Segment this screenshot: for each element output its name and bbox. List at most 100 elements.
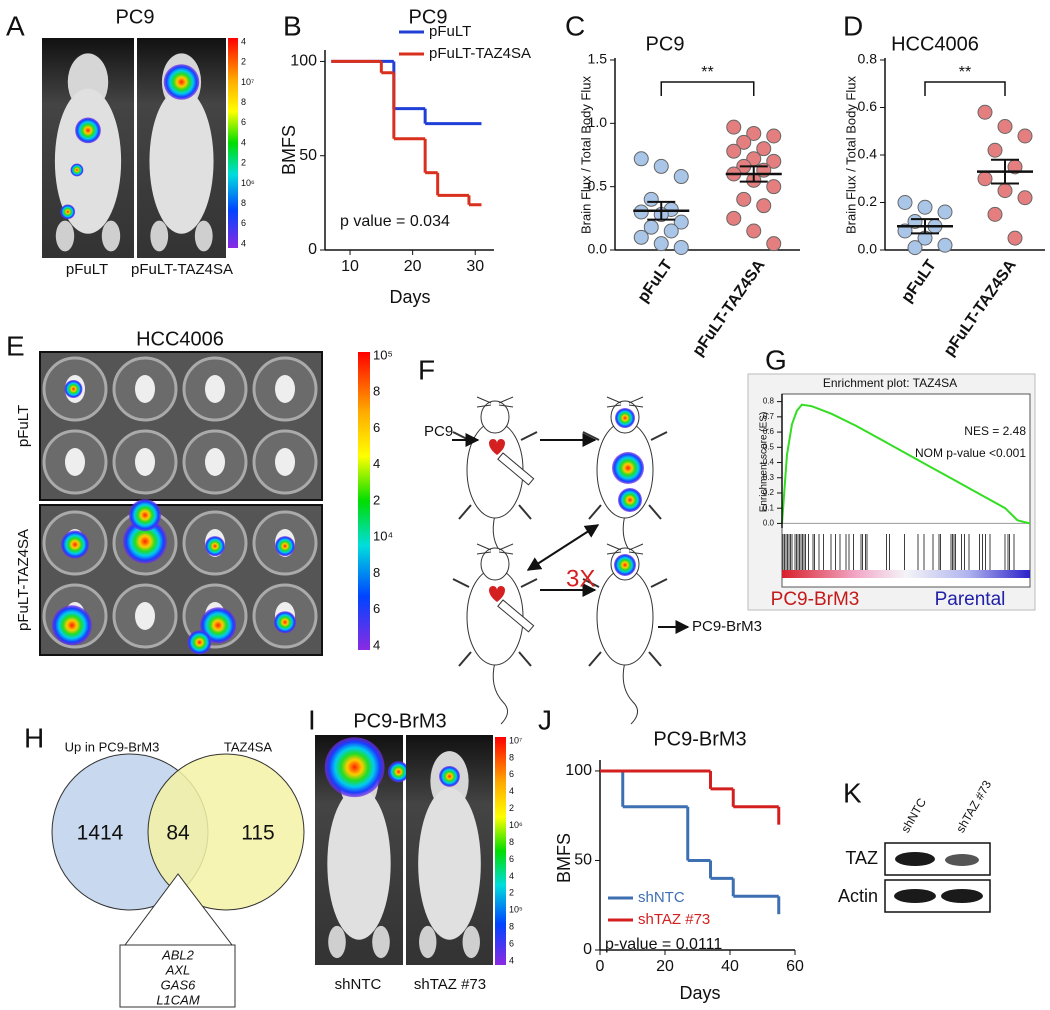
x-tick-label: 0 (596, 958, 605, 975)
signal (129, 499, 161, 532)
panel-letter: H (24, 722, 44, 753)
panel-letter: J (538, 704, 552, 735)
y-tick-label: 0 (308, 241, 317, 258)
colorbar-label: 10⁵ (373, 347, 393, 362)
image-label: shNTC (335, 976, 382, 993)
colorbar-label: 2 (241, 158, 246, 168)
legend-label: pFuLT (429, 23, 471, 40)
mouse-body (149, 88, 214, 234)
gene: ABL2 (161, 947, 195, 962)
colorbar-label: 6 (509, 938, 514, 948)
y-tick-label: 0.6 (763, 427, 775, 436)
x-tick-label: pFuLT-TAZ4SA (941, 257, 1020, 360)
signal (64, 380, 83, 398)
band (894, 889, 936, 903)
row-label: pFuLT-TAZ4SA (15, 529, 32, 631)
gene: GAS6 (161, 977, 196, 992)
colorbar-label: 4 (373, 637, 380, 652)
brain (275, 448, 295, 476)
signal (200, 607, 237, 644)
y-axis-label: Brain Flux / Total Body Flux (578, 76, 593, 234)
colorbar-label: 4 (241, 36, 246, 46)
x-tick-label: pFuLT (635, 257, 676, 306)
phenotype-label: Parental (935, 589, 1006, 610)
set-count: 1414 (77, 822, 124, 845)
colorbar-label: 4 (509, 786, 514, 796)
signal (187, 630, 212, 655)
y-tick-label: 0.4 (858, 146, 878, 162)
set-count: 115 (241, 822, 274, 845)
band (895, 852, 935, 866)
data-point (726, 210, 742, 226)
colorbar (228, 38, 238, 248)
data-point (766, 236, 782, 252)
panel-letter: B (283, 10, 302, 41)
colorbar-label: 6 (241, 218, 246, 228)
data-point (997, 119, 1013, 134)
band (945, 854, 979, 866)
colorbar-label: 10⁵ (509, 905, 523, 915)
image-label: shTAZ #73 (414, 976, 486, 993)
mouse-limbs (452, 578, 538, 667)
y-tick-label: 0.0 (588, 241, 608, 257)
row-label: pFuLT (15, 405, 32, 447)
y-tick-label: 100 (565, 762, 592, 779)
phenotype-gradient (782, 570, 1030, 578)
gene-box (119, 944, 236, 1008)
data-point (987, 142, 1003, 158)
data-point (756, 198, 772, 214)
image-label: pFuLT (66, 261, 108, 278)
mouse-leg (194, 220, 213, 252)
signal (324, 737, 385, 798)
colorbar-label: 6 (373, 420, 380, 435)
annotation: p-value = 0.0111 (605, 936, 722, 953)
data-point (1017, 128, 1033, 144)
y-tick-label: 0.8 (858, 51, 878, 67)
mouse-body (596, 568, 654, 666)
data-point (766, 153, 782, 169)
y-tick-label: 1.0 (588, 114, 608, 130)
mouse-leg (328, 925, 346, 959)
x-axis-label: Days (389, 287, 430, 307)
significance-bracket (924, 81, 1006, 96)
brain (205, 448, 225, 476)
gene: L1CAM (156, 992, 200, 1007)
annotation: NES = 2.48 (964, 424, 1026, 438)
y-tick-label: 50 (299, 147, 317, 164)
signal (615, 408, 635, 428)
phenotype-label: PC9-BrM3 (771, 589, 860, 610)
y-axis-label: BMFS (279, 125, 299, 175)
x-axis-label: Days (679, 983, 720, 1003)
mouse-head (480, 547, 510, 581)
data-point (977, 104, 993, 120)
signal (51, 605, 92, 646)
colorbar-label: 8 (373, 384, 380, 399)
data-point (643, 191, 659, 207)
colorbar-label: 8 (509, 922, 514, 932)
signal (163, 64, 200, 100)
signal (60, 204, 76, 220)
set-count: 84 (166, 822, 190, 845)
data-point (726, 119, 742, 135)
colorbar-label: 8 (509, 837, 514, 847)
brain (275, 375, 295, 403)
x-tick-label: 60 (786, 958, 804, 975)
data-point (897, 195, 913, 210)
data-point (736, 134, 752, 150)
chart-title: PC9 (409, 6, 448, 28)
panel-title: PC9-BrM3 (353, 710, 446, 732)
signal (614, 554, 636, 576)
y-tick-label: 1.5 (588, 51, 608, 67)
signal (439, 765, 460, 787)
syringe (497, 599, 535, 633)
panel-title: HCC4006 (136, 328, 224, 350)
y-tick-label: 0.4 (763, 458, 775, 467)
chart-title: PC9 (646, 33, 685, 55)
protein-label: Actin (838, 886, 878, 906)
data-point (726, 143, 742, 159)
data-point (673, 214, 689, 230)
y-tick-label: 0.7 (763, 412, 775, 421)
data-point (987, 206, 1003, 222)
panel-letter: G (765, 344, 787, 375)
